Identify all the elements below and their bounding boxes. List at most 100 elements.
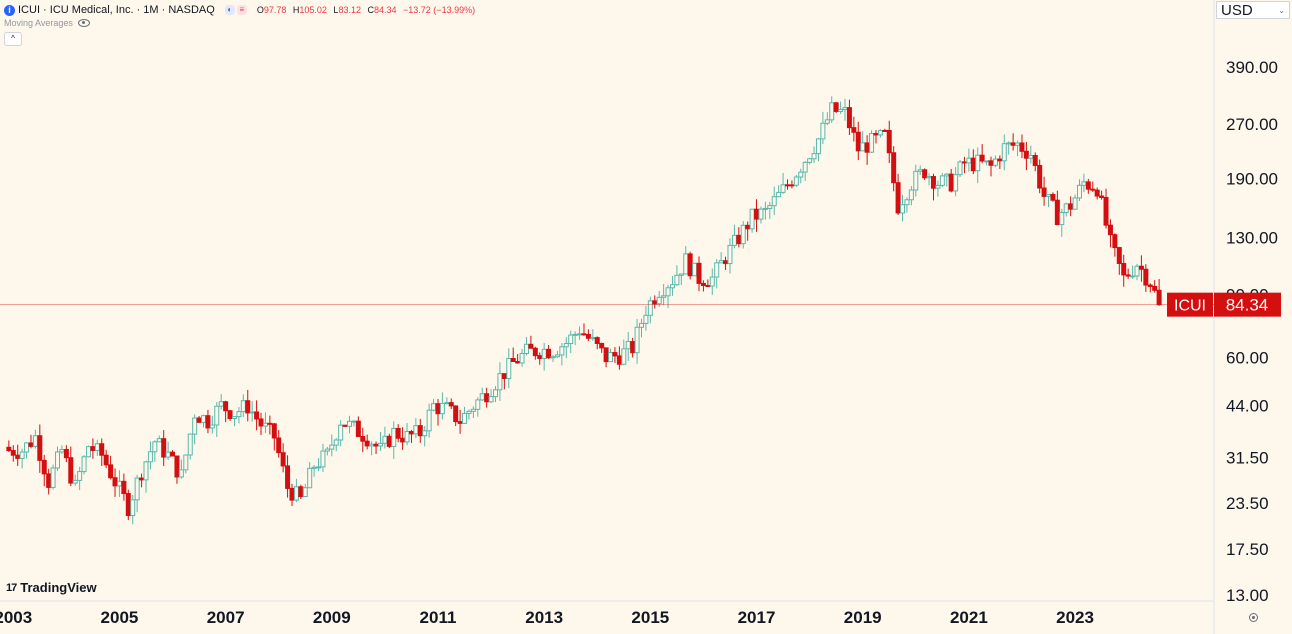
candle-body — [55, 451, 61, 469]
candle-body — [992, 158, 998, 166]
candle-body — [324, 448, 330, 452]
candle-body — [762, 207, 768, 210]
candle-body — [515, 360, 521, 364]
candle-body — [784, 184, 790, 187]
candle-body — [147, 451, 153, 463]
candle-body — [6, 446, 12, 452]
candle-body — [532, 347, 538, 357]
lines-icon[interactable]: ≡ — [236, 5, 247, 15]
candle-body — [1059, 211, 1065, 226]
candle-body — [935, 184, 941, 189]
x-tick-label: 2023 — [1056, 608, 1094, 627]
candle-body — [391, 427, 397, 447]
candle-body — [585, 333, 591, 339]
candle-body — [696, 262, 702, 284]
candle-body — [1015, 142, 1021, 146]
candle-body — [700, 282, 706, 286]
candle-body — [218, 401, 224, 407]
candle-body — [846, 107, 852, 129]
candle-body — [869, 133, 875, 153]
candle-body — [767, 205, 773, 209]
y-tick-label: 44.00 — [1226, 397, 1269, 416]
candle-body — [749, 208, 755, 230]
candle-body — [922, 169, 928, 179]
candle-body — [1147, 284, 1153, 287]
candle-body — [28, 442, 34, 447]
candle-body — [444, 402, 450, 405]
candle-body — [439, 402, 445, 415]
candle-body — [329, 444, 335, 450]
candle-body — [740, 224, 746, 245]
last-price-badge — [1214, 292, 1281, 317]
candle-body — [908, 189, 914, 201]
last-price-symbol: ICUI — [1174, 298, 1206, 315]
moving-averages-label[interactable]: Moving Averages — [4, 18, 73, 28]
candle-body — [408, 431, 414, 435]
symbol-title[interactable]: ICUI · ICU Medical, Inc. · 1M · NASDAQ — [18, 4, 215, 16]
candle-body — [807, 158, 813, 163]
candle-body — [789, 184, 795, 187]
candle-body — [68, 457, 74, 484]
indicator-pill[interactable]: ◐ ≡ — [224, 5, 249, 15]
candle-body — [1156, 289, 1162, 306]
candle-body — [156, 438, 162, 443]
candle-body — [333, 439, 339, 446]
candle-body — [214, 405, 220, 426]
candle-body — [307, 467, 313, 489]
candle-body — [280, 452, 286, 467]
x-tick-label: 2021 — [950, 608, 988, 627]
candle-body — [581, 333, 587, 336]
candle-body — [231, 416, 237, 419]
y-tick-label: 60.00 — [1226, 349, 1269, 368]
candle-body — [24, 442, 30, 453]
candle-body — [108, 464, 114, 479]
candle-body — [723, 260, 729, 265]
candle-body — [568, 334, 574, 344]
candle-body — [953, 174, 959, 192]
candle-body — [1019, 142, 1025, 152]
candle-body — [435, 403, 441, 415]
collapse-button[interactable]: ^ — [4, 32, 22, 46]
candle-body — [1041, 187, 1047, 197]
candle-body — [134, 477, 140, 501]
candle-body — [1116, 247, 1122, 264]
info-icon[interactable]: i — [4, 4, 15, 16]
candle-body — [453, 405, 459, 423]
half-circle-icon[interactable]: ◐ — [224, 5, 235, 15]
candle-body — [988, 160, 994, 166]
candle-body — [634, 326, 640, 354]
y-tick-label: 23.50 — [1226, 494, 1269, 513]
candle-body — [32, 435, 38, 447]
candle-body — [201, 415, 207, 423]
candle-body — [1054, 199, 1060, 226]
candle-body — [1050, 193, 1056, 201]
candle-body — [497, 373, 503, 391]
candle-body — [1125, 274, 1131, 277]
candle-body — [103, 454, 109, 466]
candle-body — [1068, 203, 1074, 210]
candle-body — [519, 352, 525, 364]
candle-body — [298, 486, 304, 498]
indicator-row[interactable]: Moving Averages — [4, 18, 90, 28]
settings-icon[interactable] — [1249, 613, 1258, 622]
change-value: −13.72 (−13.99%) — [403, 5, 476, 15]
candle-body — [563, 342, 569, 348]
candle-body — [112, 477, 118, 487]
candle-body — [793, 176, 799, 186]
eye-icon[interactable] — [77, 19, 90, 27]
tradingview-logo-icon: 17 — [6, 581, 17, 594]
candle-body — [798, 171, 804, 178]
close-value: 84.34 — [373, 5, 397, 15]
candle-body — [727, 244, 733, 265]
chevron-down-icon: ⌄ — [1278, 5, 1285, 15]
currency-select[interactable]: USD ⌄ — [1216, 1, 1290, 19]
candle-body — [554, 354, 560, 358]
candle-body — [99, 443, 105, 456]
x-tick-label: 2019 — [844, 608, 882, 627]
candle-body — [267, 422, 273, 425]
candle-body — [170, 451, 176, 457]
candle-body — [1138, 265, 1144, 270]
candle-body — [665, 287, 671, 297]
candle-body — [736, 234, 742, 245]
